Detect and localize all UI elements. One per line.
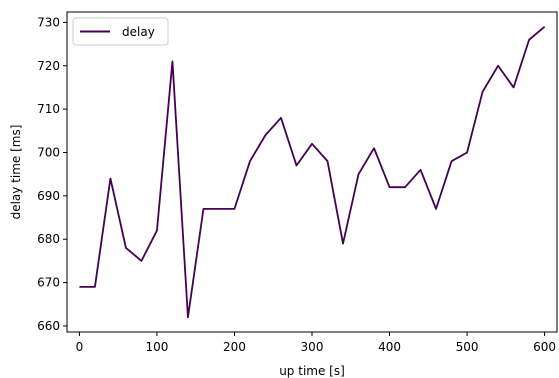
x-axis-label: up time [s] (279, 364, 345, 378)
x-tick-label: 500 (456, 340, 479, 354)
y-tick-label: 660 (37, 319, 60, 333)
y-tick-label: 720 (37, 59, 60, 73)
series-line-delay (79, 26, 546, 319)
legend-label: delay (122, 25, 155, 39)
y-tick-label: 730 (37, 15, 60, 29)
y-axis: 660 670 680 690 700 710 720 730 (37, 15, 67, 333)
x-tick-label: 400 (378, 340, 401, 354)
y-tick-label: 710 (37, 102, 60, 116)
x-tick-label: 100 (145, 340, 168, 354)
y-tick-label: 670 (37, 276, 60, 290)
x-tick-label: 600 (533, 340, 556, 354)
legend-box (72, 17, 169, 46)
y-axis-label: delay time [ms] (9, 125, 23, 220)
y-tick-label: 700 (37, 145, 60, 159)
x-tick-label: 300 (301, 340, 324, 354)
y-tick-label: 690 (37, 189, 60, 203)
x-axis: 0 100 200 300 400 500 600 (76, 332, 556, 354)
x-tick-label: 0 (76, 340, 84, 354)
legend: delay (72, 17, 169, 46)
x-tick-label: 200 (223, 340, 246, 354)
y-tick-label: 680 (37, 232, 60, 246)
plot-frame (66, 11, 558, 333)
series-layer (79, 26, 546, 319)
